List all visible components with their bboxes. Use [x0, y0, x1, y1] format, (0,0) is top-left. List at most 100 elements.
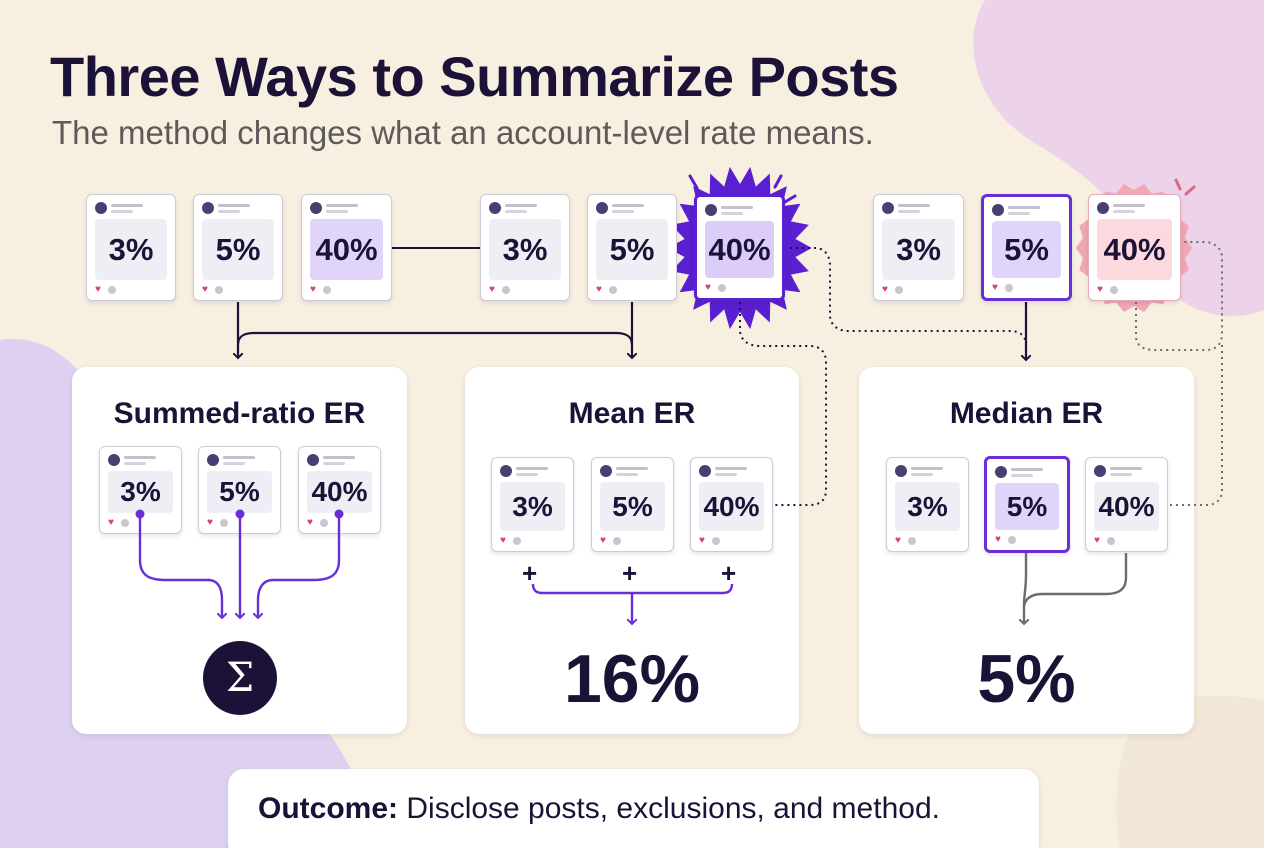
heart-icon: ♥ — [207, 517, 213, 528]
avatar — [995, 466, 1007, 478]
comment-icon — [613, 537, 621, 545]
comment-icon — [1005, 284, 1013, 292]
avatar — [699, 465, 711, 477]
avatar — [202, 202, 214, 214]
post-rate: 5% — [995, 483, 1059, 530]
comment-icon — [718, 284, 726, 292]
heart-icon: ♥ — [995, 534, 1001, 545]
heart-icon: ♥ — [489, 284, 495, 295]
comment-icon — [895, 286, 903, 294]
panel-title: Median ER — [949, 397, 1104, 430]
post-rate: 5% — [202, 219, 274, 280]
heart-icon: ♥ — [596, 284, 602, 295]
comment-icon — [320, 519, 328, 527]
post-rate: 3% — [895, 482, 960, 531]
post-rate: 3% — [882, 219, 955, 280]
avatar — [705, 204, 717, 216]
post-rate: 3% — [95, 219, 167, 280]
heart-icon: ♥ — [882, 284, 888, 295]
top-post-card: 5% ♥ — [587, 194, 677, 301]
panel-title: Summed-ratio ER — [113, 397, 366, 430]
mean-result: 16% — [563, 641, 701, 717]
comment-icon — [712, 537, 720, 545]
heart-icon: ♥ — [1094, 535, 1100, 546]
avatar — [108, 454, 120, 466]
post-rate: 3% — [108, 471, 173, 513]
post-rate: 3% — [489, 219, 561, 280]
comment-icon — [220, 519, 228, 527]
top-post-card-median: 5% ♥ — [981, 194, 1072, 301]
heart-icon: ♥ — [108, 517, 114, 528]
heart-icon: ♥ — [310, 284, 316, 295]
top-post-card: 3% ♥ — [86, 194, 176, 301]
post-card: 3% ♥ — [491, 457, 574, 552]
comment-icon — [609, 286, 617, 294]
avatar — [207, 454, 219, 466]
top-post-card: 3% ♥ — [873, 194, 964, 301]
page-title: Three Ways to Summarize Posts — [50, 45, 899, 108]
panel-title: Mean ER — [568, 397, 696, 430]
post-rate: 5% — [992, 221, 1061, 278]
heart-icon: ♥ — [202, 284, 208, 295]
post-card: 40% ♥ — [298, 446, 381, 534]
outcome-label: Outcome: — [258, 792, 399, 825]
avatar — [500, 465, 512, 477]
plus-sign: + — [622, 558, 638, 588]
heart-icon: ♥ — [307, 517, 313, 528]
comment-icon — [1110, 286, 1118, 294]
avatar — [992, 204, 1004, 216]
page-subtitle: The method changes what an account-level… — [52, 114, 874, 151]
avatar — [489, 202, 501, 214]
post-rate: 3% — [500, 482, 565, 531]
sigma-icon: Σ — [203, 641, 277, 715]
heart-icon: ♥ — [992, 282, 998, 293]
post-rate: 40% — [307, 471, 372, 513]
avatar — [310, 202, 322, 214]
post-card: 3% ♥ — [886, 457, 969, 552]
comment-icon — [513, 537, 521, 545]
avatar — [882, 202, 894, 214]
top-post-card: 3% ♥ — [480, 194, 570, 301]
post-card: 40% ♥ — [690, 457, 773, 552]
median-result: 5% — [977, 641, 1076, 717]
comment-icon — [908, 537, 916, 545]
plus-sign: + — [522, 558, 538, 588]
comment-icon — [215, 286, 223, 294]
heart-icon: ♥ — [1097, 284, 1103, 295]
avatar — [596, 202, 608, 214]
post-rate: 40% — [1097, 219, 1172, 280]
comment-icon — [121, 519, 129, 527]
post-rate: 40% — [699, 482, 764, 531]
post-rate: 40% — [705, 221, 774, 278]
top-post-card: 40% ♥ — [301, 194, 392, 301]
heart-icon: ♥ — [895, 535, 901, 546]
post-card: 40% ♥ — [1085, 457, 1168, 552]
post-rate: 40% — [310, 219, 383, 280]
avatar — [600, 465, 612, 477]
post-card: 5% ♥ — [591, 457, 674, 552]
post-rate: 5% — [207, 471, 272, 513]
comment-icon — [502, 286, 510, 294]
top-post-card: 5% ♥ — [193, 194, 283, 301]
post-rate: 5% — [600, 482, 665, 531]
outcome-banner: Outcome: Disclose posts, exclusions, and… — [228, 769, 1039, 848]
post-card: 3% ♥ — [99, 446, 182, 534]
comment-icon — [1107, 537, 1115, 545]
outcome-text: Disclose posts, exclusions, and method. — [406, 792, 940, 825]
comment-icon — [323, 286, 331, 294]
top-post-card-outlier: 40% ♥ — [694, 194, 785, 301]
heart-icon: ♥ — [600, 535, 606, 546]
plus-sign: + — [721, 558, 737, 588]
avatar — [307, 454, 319, 466]
post-rate: 40% — [1094, 482, 1159, 531]
avatar — [95, 202, 107, 214]
comment-icon — [108, 286, 116, 294]
post-card: 5% ♥ — [198, 446, 281, 534]
avatar — [1097, 202, 1109, 214]
post-rate: 5% — [596, 219, 668, 280]
heart-icon: ♥ — [500, 535, 506, 546]
heart-icon: ♥ — [95, 284, 101, 295]
post-card-median: 5% ♥ — [984, 456, 1070, 553]
heart-icon: ♥ — [699, 535, 705, 546]
comment-icon — [1008, 536, 1016, 544]
